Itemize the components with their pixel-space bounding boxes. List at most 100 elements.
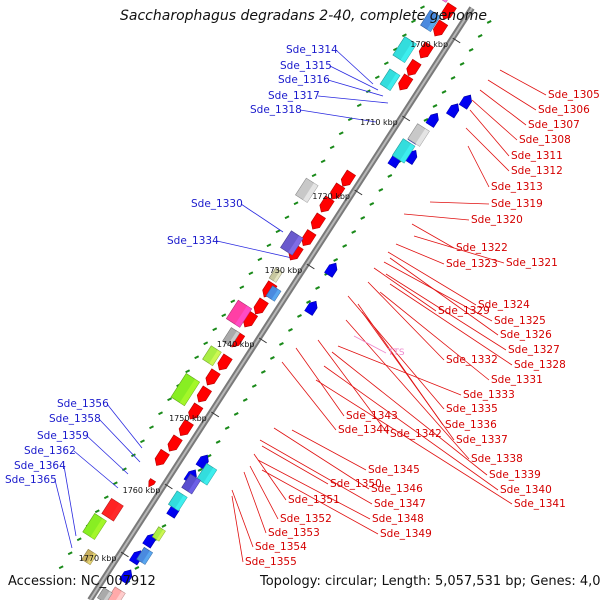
kbp-tick bbox=[164, 483, 173, 490]
gene-label: Sde_1308 bbox=[519, 134, 571, 146]
leader-line bbox=[231, 495, 244, 563]
forward-gene bbox=[81, 548, 98, 566]
kbp-tick bbox=[402, 115, 411, 122]
gene-label: Sde_1358 bbox=[49, 413, 101, 425]
forward-gene bbox=[319, 195, 335, 213]
gene-label: Sde_1313 bbox=[491, 181, 543, 193]
leader-line bbox=[259, 439, 373, 505]
forward-gene bbox=[225, 299, 253, 328]
leader-line bbox=[389, 257, 499, 336]
leader-line bbox=[379, 291, 490, 381]
gene-label: Sde_1318 bbox=[250, 104, 302, 116]
reverse-gene bbox=[151, 526, 166, 542]
forward-gene bbox=[167, 434, 183, 452]
forward-gene bbox=[268, 267, 283, 283]
leader-line bbox=[240, 203, 284, 233]
leader-line bbox=[295, 347, 345, 417]
forward-gene bbox=[418, 41, 434, 59]
gene-label: Sde_1314 bbox=[286, 44, 338, 56]
forward-gene bbox=[170, 373, 201, 407]
forward-gene bbox=[406, 58, 422, 76]
leader-line bbox=[413, 235, 505, 264]
kbp-tick bbox=[354, 189, 363, 196]
reverse-gene bbox=[181, 473, 201, 495]
gene-label: Sde_1306 bbox=[538, 104, 590, 116]
gene-label: Sde_1345 bbox=[368, 464, 420, 476]
forward-gene bbox=[301, 229, 317, 247]
forward-gene bbox=[217, 353, 233, 371]
forward-gene bbox=[178, 419, 194, 437]
reverse-gene bbox=[304, 300, 318, 316]
leader-line bbox=[469, 109, 510, 157]
forward-gene bbox=[222, 327, 241, 347]
reverse-gene bbox=[129, 550, 143, 566]
gene-features bbox=[81, 0, 472, 600]
gene-label: Sde_1349 bbox=[380, 528, 432, 540]
gene-label: Sde_1335 bbox=[446, 403, 498, 415]
forward-gene bbox=[420, 9, 441, 33]
leader-line bbox=[291, 429, 367, 471]
gene-label: Sde_1342 bbox=[390, 428, 442, 440]
gene-label: Sde_1365 bbox=[5, 474, 57, 486]
leader-line bbox=[315, 379, 513, 505]
leader-line bbox=[367, 281, 445, 361]
kbp-tick bbox=[120, 551, 129, 558]
gene-label: Sde_1362 bbox=[24, 445, 76, 457]
leader-line bbox=[387, 251, 477, 306]
leader-line bbox=[216, 240, 293, 259]
forward-gene bbox=[310, 212, 326, 230]
leader-line bbox=[499, 69, 547, 96]
leader-line bbox=[337, 345, 462, 396]
kbp-tick-label: 1750 kbp bbox=[169, 413, 207, 423]
leader-line bbox=[345, 319, 470, 460]
gene-label: Sde_1336 bbox=[445, 419, 497, 431]
leader-line bbox=[471, 99, 518, 141]
kbp-tick-label: 1760 kbp bbox=[122, 485, 161, 495]
forward-gene bbox=[433, 19, 449, 37]
leader-line bbox=[429, 201, 490, 205]
leader-line bbox=[261, 469, 379, 535]
leader-line bbox=[411, 223, 455, 249]
forward-gene bbox=[101, 497, 124, 522]
gene-label: Sde_1317 bbox=[268, 90, 320, 102]
leader-line bbox=[257, 459, 371, 520]
kbp-tick-label: 1740 kbp bbox=[216, 339, 255, 349]
forward-gene bbox=[154, 448, 170, 466]
leader-line bbox=[106, 403, 143, 449]
gene-label: Sde_1333 bbox=[463, 389, 515, 401]
forward-gene bbox=[265, 285, 282, 302]
leader-line bbox=[98, 418, 141, 463]
kbp-tick bbox=[211, 411, 220, 418]
forward-gene bbox=[205, 368, 221, 386]
gene-label: Sde_1331 bbox=[491, 374, 543, 386]
forward-gene bbox=[280, 230, 304, 256]
gene-label: Sde_1324 bbox=[478, 299, 530, 311]
gene-label: Sde_1346 bbox=[371, 483, 423, 495]
leader-line bbox=[281, 361, 337, 431]
reverse-gene bbox=[167, 490, 188, 512]
kbp-tick bbox=[452, 37, 461, 44]
leader-line bbox=[465, 127, 510, 172]
gene-label: Sde_1354 bbox=[255, 541, 307, 553]
gene-label: Sde_1330 bbox=[191, 198, 243, 210]
gene-label: Sde_1332 bbox=[446, 354, 498, 366]
leader-line bbox=[467, 145, 490, 188]
leader-line bbox=[395, 243, 445, 265]
leader-line bbox=[231, 489, 254, 548]
gene-label: TTS bbox=[388, 348, 405, 358]
leader-line bbox=[243, 471, 267, 534]
gene-label: Sde_1352 bbox=[280, 513, 332, 525]
gene-label: Sde_1356 bbox=[57, 398, 109, 410]
leader-line bbox=[353, 335, 387, 354]
leader-line bbox=[383, 261, 493, 322]
leader-line bbox=[317, 95, 389, 104]
forward-gene bbox=[330, 182, 346, 200]
gene-label: Sde_1326 bbox=[500, 329, 552, 341]
gene-label: Sde_1305 bbox=[548, 89, 600, 101]
gene-label: Sde_1329 bbox=[438, 305, 490, 317]
reverse-gene bbox=[391, 138, 416, 164]
gene-label: Sde_1350 bbox=[330, 478, 382, 490]
leader-line bbox=[249, 465, 279, 520]
leader-line bbox=[331, 351, 488, 476]
